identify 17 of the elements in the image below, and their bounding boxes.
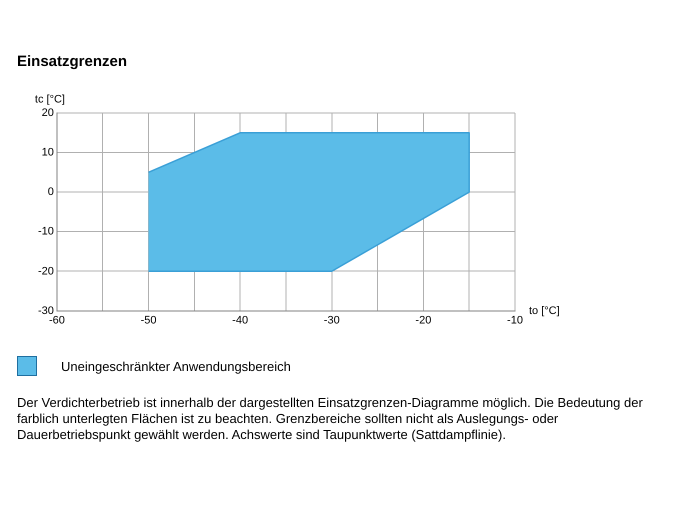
y-tick-label: -20 [38,265,54,278]
x-tick-label: -50 [140,314,156,326]
x-tick-label: -20 [415,314,432,326]
chart-title: Einsatzgrenzen [17,53,128,70]
y-tick-label: -10 [38,226,54,238]
x-tick-label: -10 [507,314,523,326]
text: Der Verdichterbetrieb ist innerhalb der dargestellten Einsatzgrenzen-Diagramme möglich. Die Bedeutung der farblich unterlegten Flächen ist zu beachten. Grenzbereiche sollten nicht als Auslegungs- oder Dauerbetriebspunkt gewählt werden. Achswerte sind Taupunktwerte (Sattdampflinie). [17,395,644,443]
x-axis-title: to [°C] [529,304,560,317]
y-tick-label: 10 [42,146,54,159]
x-tick-label: -40 [232,314,248,326]
y-tick-label: -30 [38,304,54,317]
y-tick-label: 20 [42,107,54,120]
y-axis-title: tc [°C] [34,94,65,106]
x-tick-label: -60 [48,314,65,326]
x-tick-label: -30 [324,314,340,326]
y-tick-label: 0 [48,186,54,198]
legend-label: Uneingeschränkter Anwendungsbereich [61,358,291,374]
